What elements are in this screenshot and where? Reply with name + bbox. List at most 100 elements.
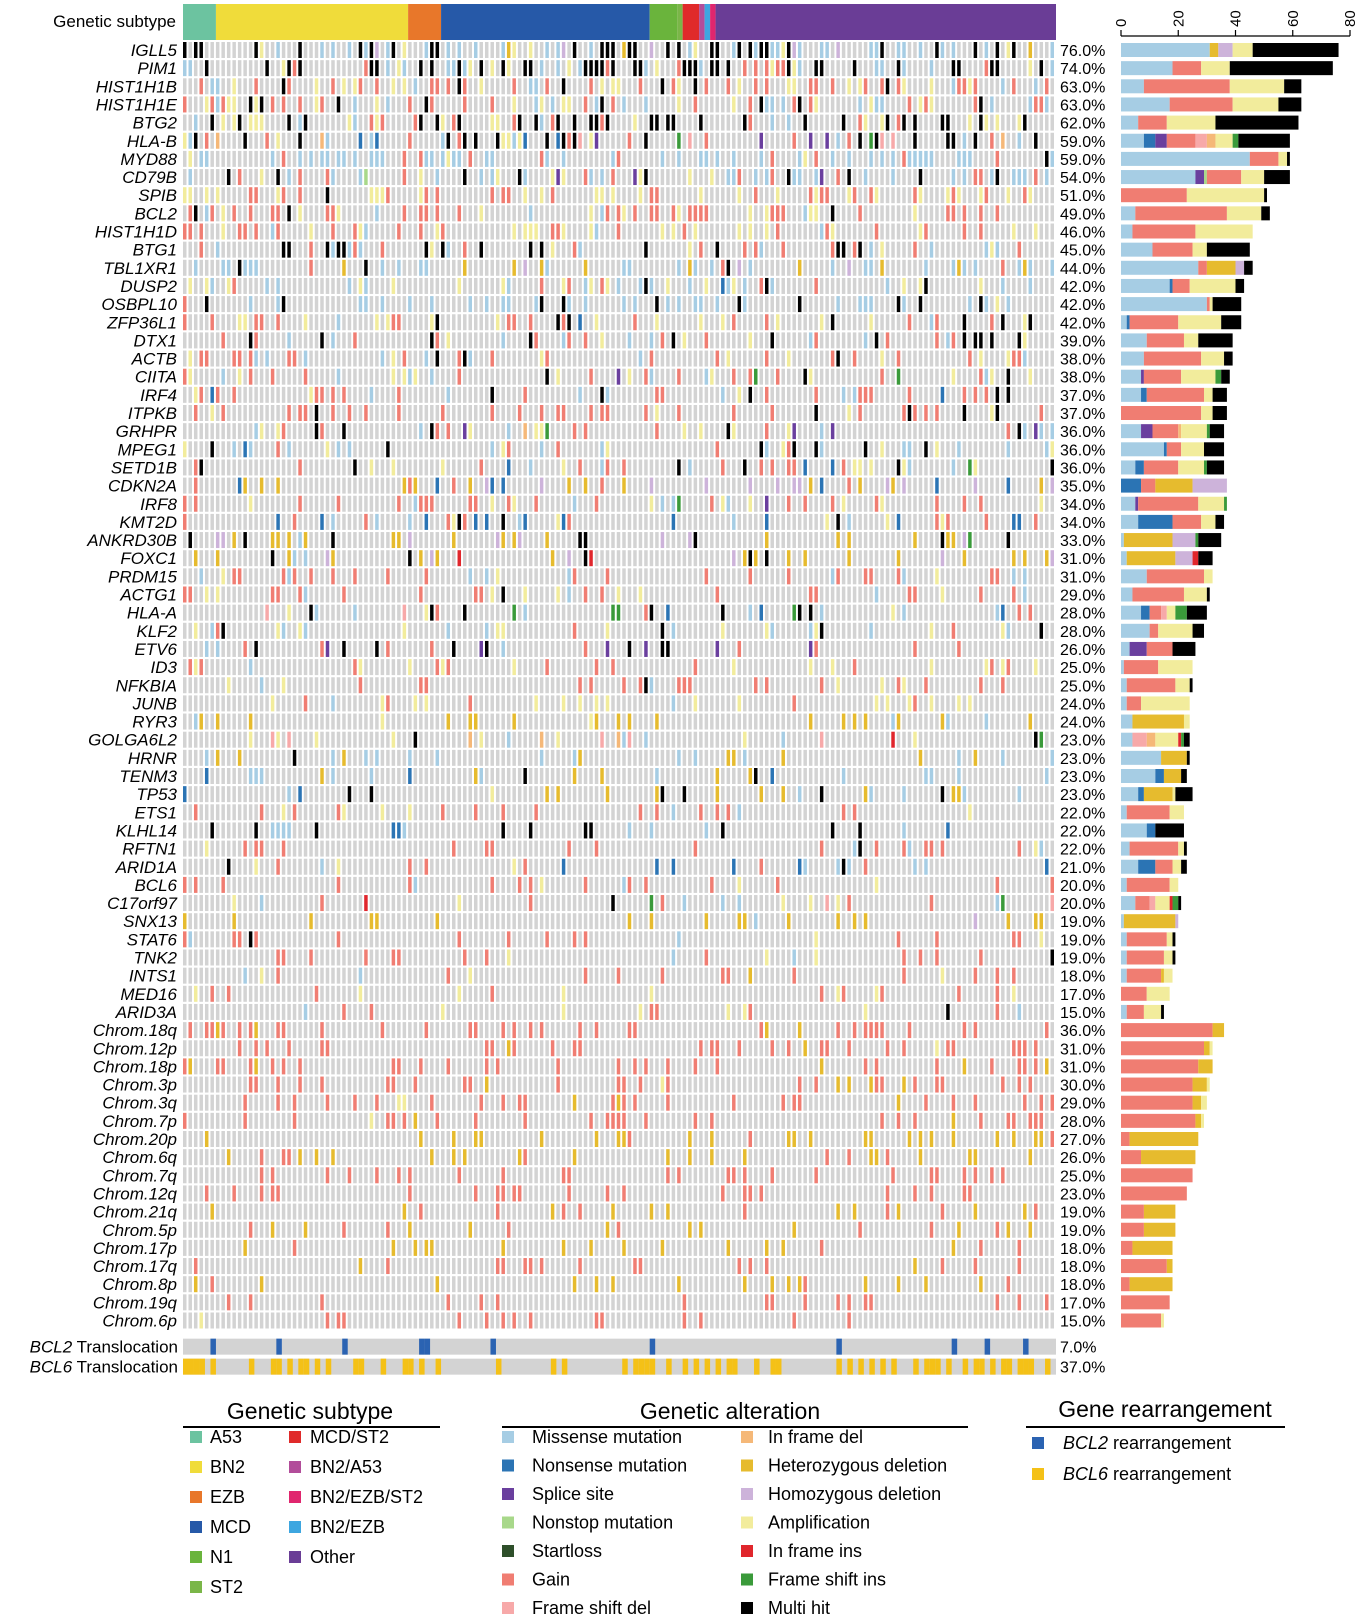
empty-cell [364,114,368,131]
empty-cell [902,314,906,331]
empty-cell [1045,350,1049,367]
alteration-cell [424,96,429,113]
empty-cell [622,332,626,349]
empty-cell [666,495,670,512]
empty-cell [298,241,302,258]
alteration-cell [534,114,538,131]
empty-cell [265,368,269,385]
empty-cell [814,495,818,512]
alteration-cell [600,405,604,421]
empty-cell [556,277,560,294]
empty-cell [325,42,330,58]
alteration-cell [935,332,939,349]
empty-cell [841,187,846,204]
empty-cell [808,241,813,258]
empty-cell [770,259,774,276]
alteration-cell [732,150,736,167]
empty-cell [528,386,533,403]
empty-cell [287,296,291,313]
empty-cell [957,223,961,240]
empty-cell [605,532,610,549]
alteration-cell [441,241,445,258]
empty-cell [380,277,385,294]
empty-cell [754,513,758,530]
alteration-cell [600,332,604,349]
empty-cell [918,259,923,276]
empty-cell [957,423,961,440]
empty-cell [320,314,324,331]
alteration-cell [929,60,934,77]
empty-cell [743,96,747,113]
empty-cell [325,114,330,131]
empty-cell [210,477,214,494]
empty-cell [375,495,379,512]
empty-cell [479,550,483,567]
empty-cell [644,114,648,131]
empty-cell [770,586,774,603]
alteration-cell [951,187,956,204]
alteration-cell [781,96,785,113]
empty-cell [413,532,418,549]
alteration-cell [951,332,956,349]
empty-cell [874,296,879,313]
empty-cell [995,513,1000,530]
empty-cell [221,296,225,313]
empty-cell [660,586,665,603]
empty-cell [495,368,500,385]
empty-cell [616,114,621,131]
empty-cell [583,132,588,149]
alteration-cell [819,423,824,440]
empty-cell [924,241,928,258]
alteration-cell [770,169,774,186]
empty-cell [775,150,780,167]
alteration-cell [556,60,560,77]
empty-cell [215,314,220,331]
empty-cell [666,132,670,149]
empty-cell [743,386,747,403]
alteration-cell [254,42,258,58]
empty-cell [929,423,934,440]
empty-cell [792,332,796,349]
empty-cell [1001,405,1005,421]
alteration-cell [237,223,242,240]
empty-cell [463,187,467,204]
empty-cell [292,205,297,222]
empty-cell [803,241,807,258]
empty-cell [550,386,555,403]
alteration-cell [380,150,385,167]
empty-cell [1012,477,1016,494]
empty-cell [759,532,763,549]
empty-cell [572,386,577,403]
empty-cell [946,586,950,603]
alteration-cell [1023,114,1027,131]
empty-cell [699,132,703,149]
empty-cell [479,441,483,458]
empty-cell [556,477,560,494]
empty-cell [721,169,725,186]
alteration-cell [419,586,423,603]
empty-cell [237,42,242,58]
alteration-cell [457,42,462,58]
alteration-cell [287,114,291,131]
empty-cell [380,332,385,349]
empty-cell [1023,277,1027,294]
empty-cell [534,241,538,258]
empty-cell [781,332,785,349]
alteration-cell [775,223,780,240]
empty-cell [237,386,242,403]
empty-cell [479,150,483,167]
empty-cell [254,513,258,530]
empty-cell [770,78,774,95]
empty-cell [841,169,846,186]
alteration-cell [638,78,643,95]
empty-cell [929,132,934,149]
empty-cell [226,568,231,585]
empty-cell [814,423,818,440]
empty-cell [710,405,714,421]
alteration-cell [743,277,747,294]
empty-cell [1039,42,1044,58]
empty-cell [259,495,264,512]
empty-cell [1050,314,1054,331]
alteration-cell [946,332,950,349]
empty-cell [1050,78,1054,95]
